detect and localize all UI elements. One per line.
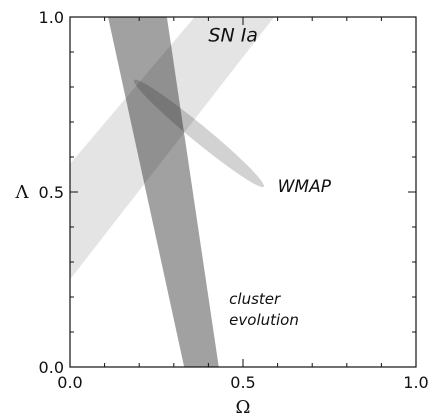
y-tick-label: 0.5 <box>39 183 64 202</box>
y-tick-label: 1.0 <box>39 8 64 27</box>
y-axis-label: Λ <box>15 182 30 203</box>
x-tick-label: 1.0 <box>403 373 428 392</box>
cluster-evolution-region <box>108 17 219 367</box>
x-tick-label: 0.5 <box>230 373 255 392</box>
annotation-label: cluster <box>229 290 281 308</box>
x-tick-label: 0.0 <box>57 373 82 392</box>
annotation-label: evolution <box>229 311 299 329</box>
wmap-region <box>133 79 264 188</box>
annotation-label: SN Ia <box>208 25 258 47</box>
annotation-label: WMAP <box>278 177 332 197</box>
y-tick-label: 0.0 <box>39 358 64 377</box>
x-axis-label: Ω <box>236 397 251 418</box>
